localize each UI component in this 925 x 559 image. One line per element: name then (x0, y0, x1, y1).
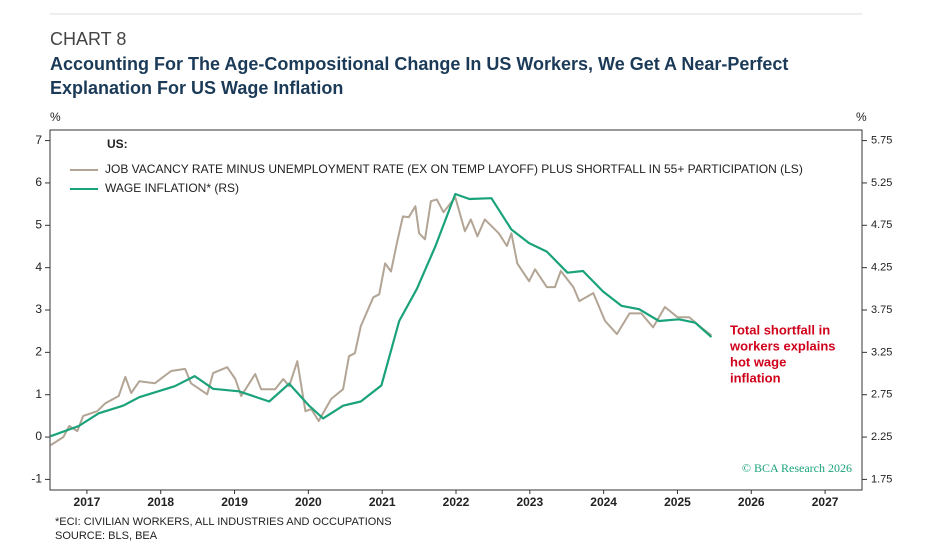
y2-unit: % (856, 110, 867, 124)
x-tick-label: 2027 (812, 495, 839, 509)
legend-label: JOB VACANCY RATE MINUS UNEMPLOYMENT RATE… (105, 162, 803, 176)
y2-tick-label: 3.25 (871, 346, 892, 358)
watermark: © BCA Research 2026 (742, 461, 852, 475)
y-tick-label: 4 (35, 260, 42, 274)
y2-tick-label: 4.25 (871, 262, 892, 274)
y2-tick-label: 1.75 (871, 473, 892, 485)
chart-title: Accounting For The Age-Compositional Cha… (50, 54, 788, 74)
x-tick-label: 2018 (147, 495, 174, 509)
x-tick-label: 2019 (221, 495, 248, 509)
annotation: hot wage (730, 354, 786, 369)
legend-title: US: (107, 137, 128, 151)
chart-title: Explanation For US Wage Inflation (50, 78, 343, 98)
x-tick-label: 2026 (738, 495, 765, 509)
y2-tick-label: 2.75 (871, 389, 892, 401)
y-tick-label: 3 (35, 302, 42, 316)
annotation: inflation (730, 370, 781, 385)
y-unit: % (50, 110, 61, 124)
y2-tick-label: 5.25 (871, 177, 892, 189)
x-tick-label: 2022 (443, 495, 470, 509)
legend-label: WAGE INFLATION* (RS) (105, 181, 239, 195)
y2-tick-label: 5.75 (871, 134, 892, 146)
x-tick-label: 2020 (295, 495, 322, 509)
x-tick-label: 2017 (74, 495, 101, 509)
y-tick-label: 6 (35, 175, 42, 189)
series-line (50, 196, 713, 446)
y-tick-label: 5 (35, 217, 42, 231)
source: SOURCE: BLS, BEA (55, 530, 158, 542)
y-tick-label: 0 (35, 429, 42, 443)
y-tick-label: 2 (35, 345, 42, 359)
x-tick-label: 2023 (516, 495, 543, 509)
x-tick-label: 2025 (664, 495, 691, 509)
y-tick-label: 1 (35, 387, 42, 401)
chart-number: CHART 8 (50, 29, 126, 49)
y-tick-label: 7 (35, 133, 42, 147)
annotation: workers explains (729, 338, 836, 353)
footnote: *ECI: CIVILIAN WORKERS, ALL INDUSTRIES A… (55, 516, 392, 528)
annotation: Total shortfall in (730, 322, 830, 337)
y-tick-label: -1 (31, 472, 42, 486)
x-tick-label: 2024 (590, 495, 617, 509)
x-tick-label: 2021 (369, 495, 396, 509)
series-line (50, 192, 713, 438)
y2-tick-label: 2.25 (871, 431, 892, 443)
y2-tick-label: 4.75 (871, 219, 892, 231)
y2-tick-label: 3.75 (871, 304, 892, 316)
